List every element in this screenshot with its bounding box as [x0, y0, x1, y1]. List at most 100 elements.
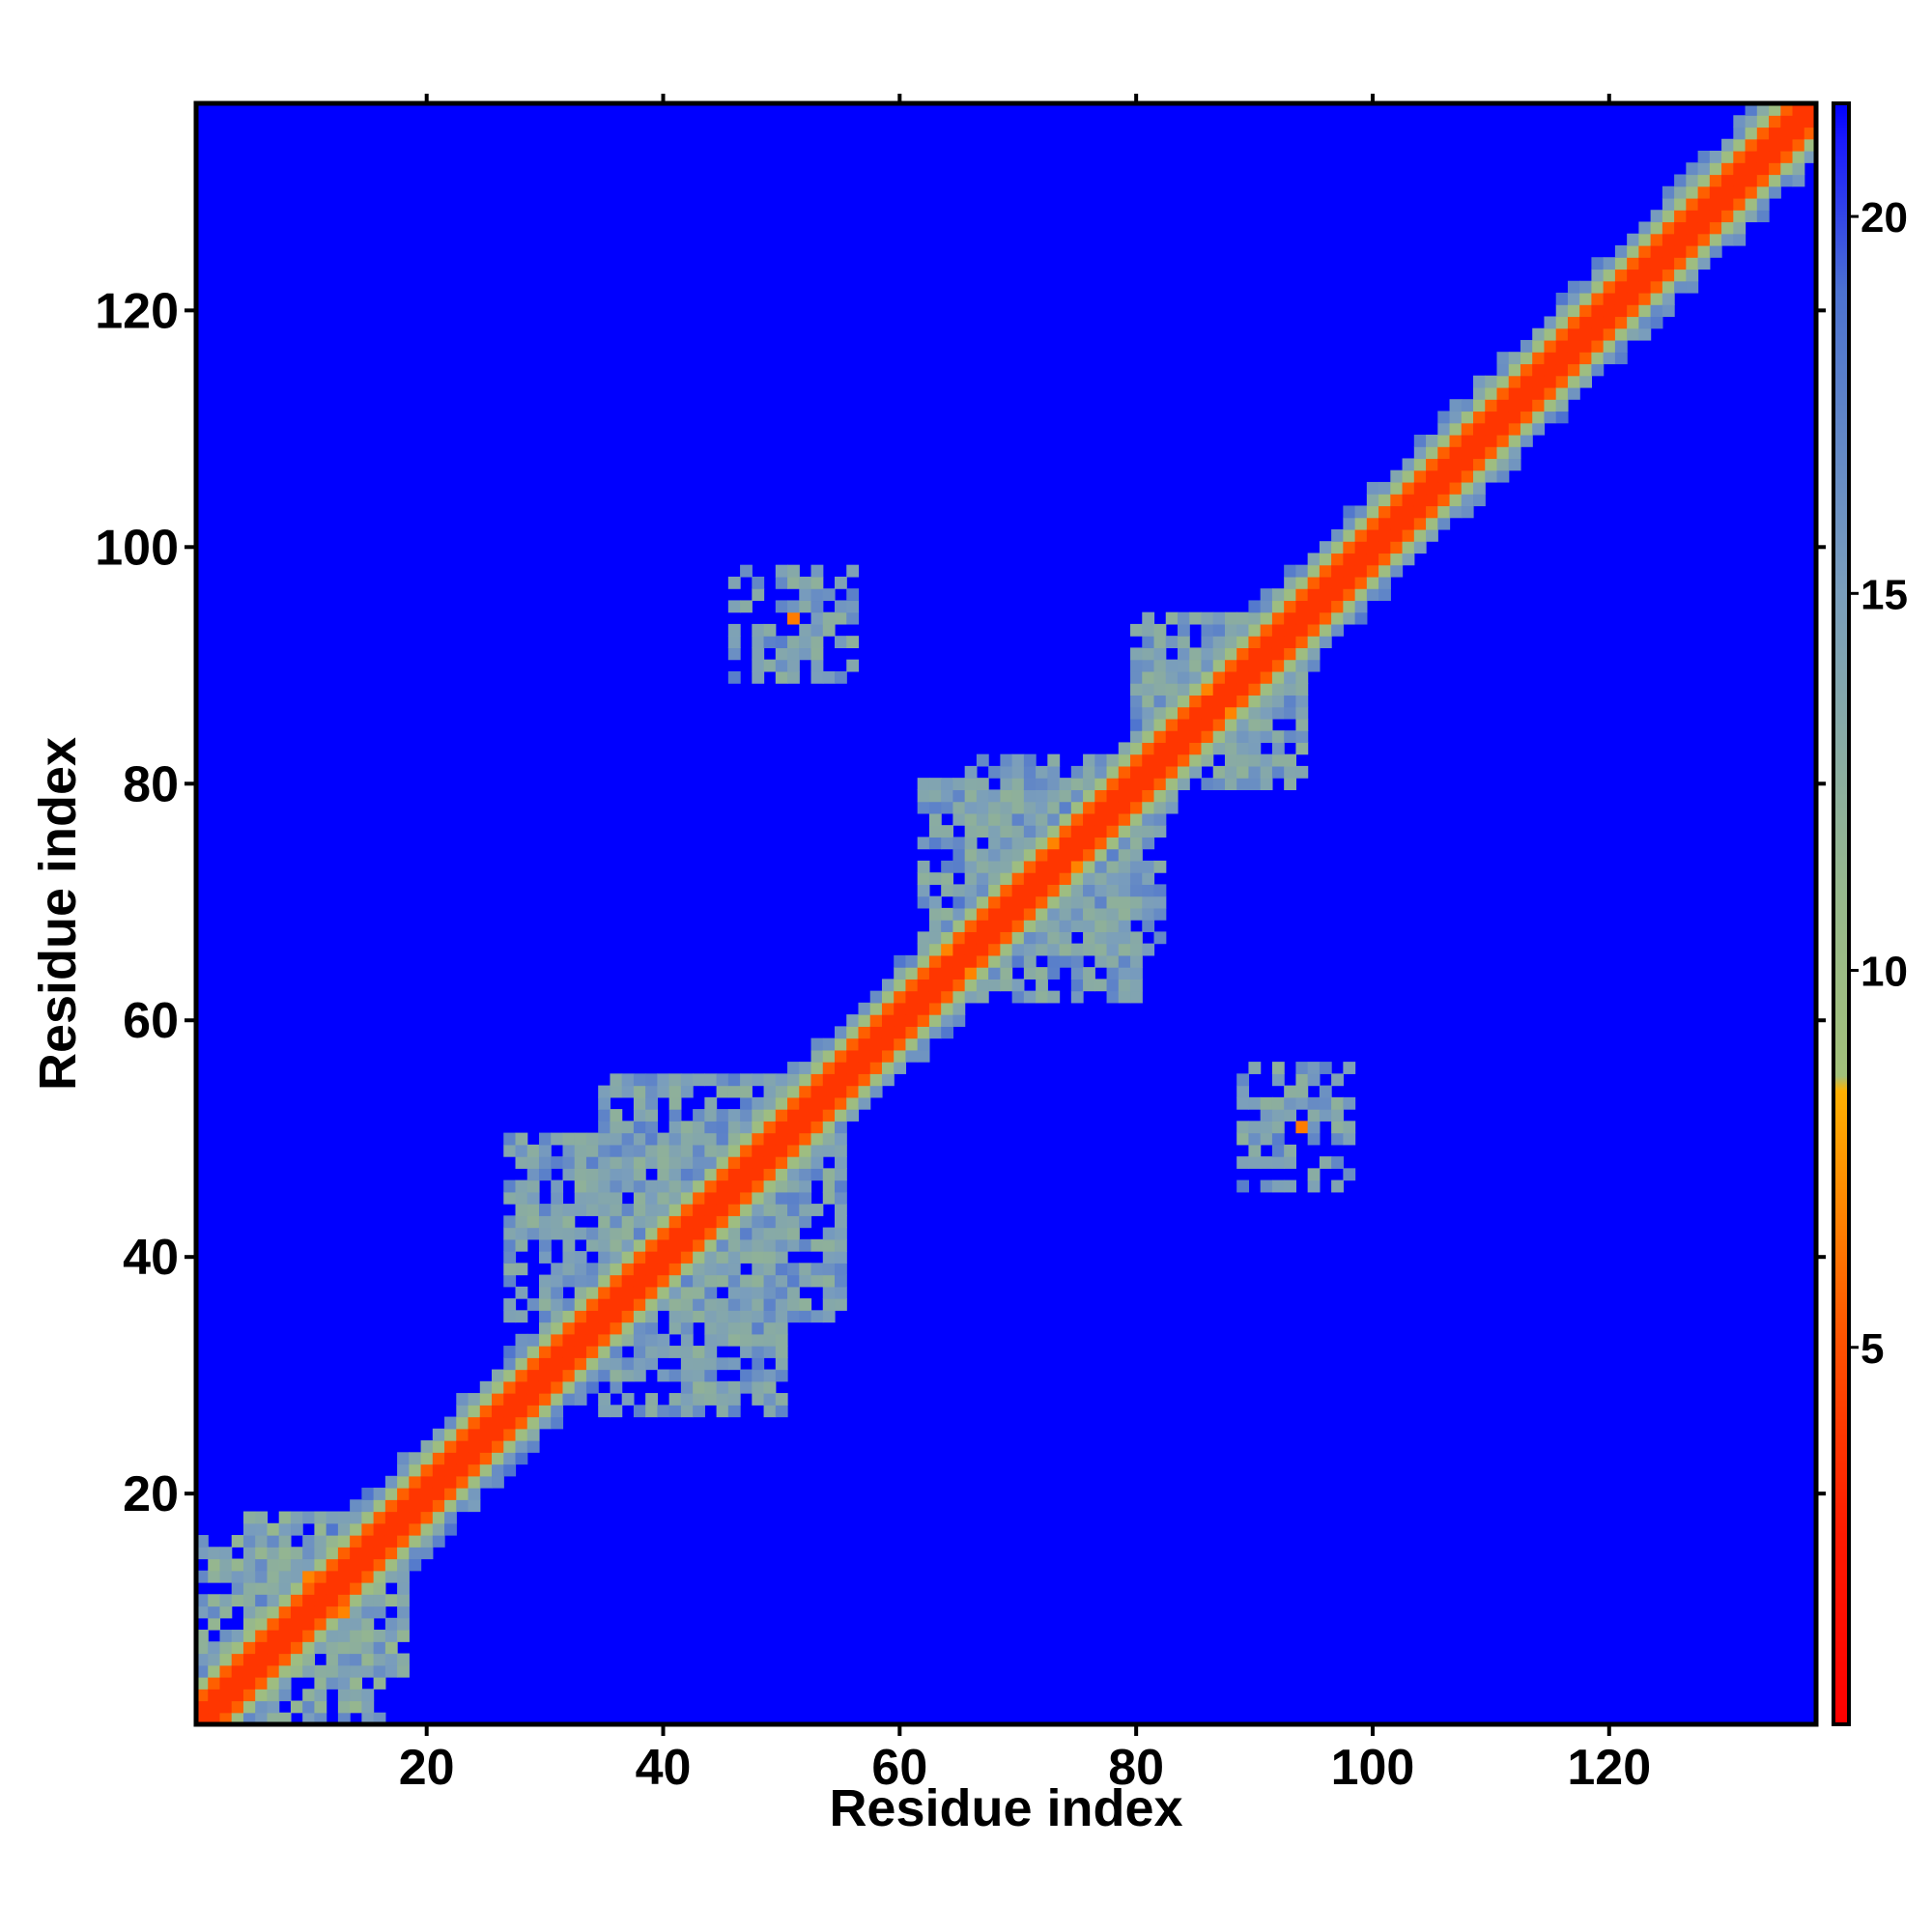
heatmap-cell — [551, 1204, 564, 1216]
heatmap-cell — [1142, 683, 1155, 696]
heatmap-cell — [763, 659, 777, 672]
heatmap-cell — [645, 1333, 658, 1347]
heatmap-cell — [1165, 695, 1179, 708]
heatmap-cell — [255, 1630, 269, 1642]
heatmap-cell — [384, 1522, 398, 1536]
x-tick-label: 20 — [399, 1740, 455, 1796]
heatmap-cell — [1662, 221, 1675, 235]
heatmap-cell — [1224, 706, 1237, 720]
heatmap-cell — [1496, 386, 1510, 400]
heatmap-cell — [787, 1073, 800, 1087]
heatmap-cell — [585, 1168, 599, 1181]
heatmap-cell — [397, 1582, 410, 1595]
heatmap-cell — [988, 825, 1001, 838]
heatmap-cell — [810, 659, 824, 672]
heatmap-cell — [1674, 269, 1687, 282]
heatmap-cell — [727, 1405, 741, 1418]
heatmap-cell — [763, 1346, 777, 1358]
heatmap-cell — [1390, 505, 1404, 519]
heatmap-cell — [479, 1393, 493, 1406]
heatmap-cell — [1426, 469, 1438, 483]
heatmap-cell — [928, 825, 942, 838]
heatmap-cell — [1224, 718, 1237, 731]
heatmap-cell — [1023, 990, 1037, 1004]
heatmap-cell — [704, 1144, 718, 1157]
heatmap-cell — [1094, 778, 1108, 790]
heatmap-cell — [727, 1204, 741, 1216]
heatmap-cell — [1769, 115, 1781, 128]
heatmap-cell — [526, 1428, 540, 1441]
heatmap-cell — [621, 1073, 635, 1087]
heatmap-cell — [716, 1168, 729, 1181]
heatmap-cell — [585, 1132, 599, 1146]
heatmap-cell — [610, 1215, 623, 1229]
heatmap-cell — [633, 1085, 646, 1098]
heatmap-cell — [1118, 765, 1131, 779]
heatmap-cell — [1343, 1132, 1356, 1146]
heatmap-cell — [1426, 517, 1438, 530]
heatmap-cell — [1248, 730, 1262, 743]
heatmap-cell — [1130, 895, 1143, 909]
heatmap-cell — [1295, 611, 1309, 625]
heatmap-cell — [1130, 931, 1143, 945]
heatmap-cell — [1378, 494, 1391, 507]
heatmap-cell — [1177, 706, 1190, 720]
heatmap-cell — [267, 1653, 280, 1666]
heatmap-cell — [326, 1522, 339, 1536]
heatmap-cell — [905, 990, 919, 1004]
heatmap-cell — [1070, 872, 1084, 885]
heatmap-cell — [1319, 636, 1332, 649]
heatmap-cell — [255, 1689, 269, 1702]
heatmap-cell — [917, 967, 930, 980]
heatmap-cell — [775, 1310, 788, 1323]
heatmap-cell — [384, 1475, 398, 1489]
heatmap-cell — [727, 1227, 741, 1240]
heatmap-cell — [420, 1535, 434, 1548]
heatmap-cell — [1449, 399, 1463, 412]
heatmap-cell — [1390, 481, 1404, 495]
heatmap-cell — [551, 1298, 564, 1311]
heatmap-cell — [1047, 812, 1061, 826]
heatmap-cell — [337, 1700, 351, 1714]
heatmap-cell — [538, 1156, 552, 1169]
heatmap-cell — [1248, 1144, 1262, 1157]
heatmap-cell — [196, 1594, 209, 1607]
heatmap-cell — [668, 1132, 682, 1146]
heatmap-cell — [645, 1310, 658, 1323]
heatmap-cell — [1295, 695, 1309, 708]
heatmap-cell — [693, 1405, 705, 1418]
heatmap-cell — [881, 1037, 895, 1051]
heatmap-cell — [1153, 765, 1167, 779]
heatmap-cell — [704, 1298, 718, 1311]
heatmap-cell — [503, 1369, 517, 1382]
heatmap-cell — [1591, 339, 1605, 353]
heatmap-cell — [1000, 943, 1013, 956]
heatmap-cell — [905, 1002, 919, 1015]
heatmap-cell — [1070, 848, 1084, 862]
heatmap-cell — [598, 1215, 611, 1229]
heatmap-cell — [1614, 244, 1628, 258]
heatmap-cell — [1271, 1121, 1285, 1134]
heatmap-cell — [350, 1677, 362, 1690]
heatmap-cell — [787, 1310, 800, 1323]
heatmap-cell — [1142, 647, 1155, 661]
heatmap-cell — [964, 979, 978, 992]
heatmap-cell — [526, 1144, 540, 1157]
heatmap-cell — [952, 848, 966, 862]
heatmap-cell — [633, 1298, 646, 1311]
heatmap-cell — [314, 1664, 327, 1678]
heatmap-cell — [585, 1346, 599, 1358]
heatmap-cell — [585, 1179, 599, 1193]
heatmap-cell — [1378, 517, 1391, 530]
heatmap-cell — [1284, 576, 1296, 589]
heatmap-cell — [928, 1002, 942, 1015]
heatmap-cell — [846, 600, 860, 613]
heatmap-cell — [835, 1156, 847, 1169]
heatmap-cell — [917, 872, 930, 885]
heatmap-cell — [219, 1594, 233, 1607]
heatmap-cell — [952, 979, 966, 992]
heatmap-cell — [1083, 920, 1095, 932]
heatmap-cell — [337, 1605, 351, 1619]
heatmap-cell — [526, 1393, 540, 1406]
heatmap-cell — [562, 1132, 576, 1146]
